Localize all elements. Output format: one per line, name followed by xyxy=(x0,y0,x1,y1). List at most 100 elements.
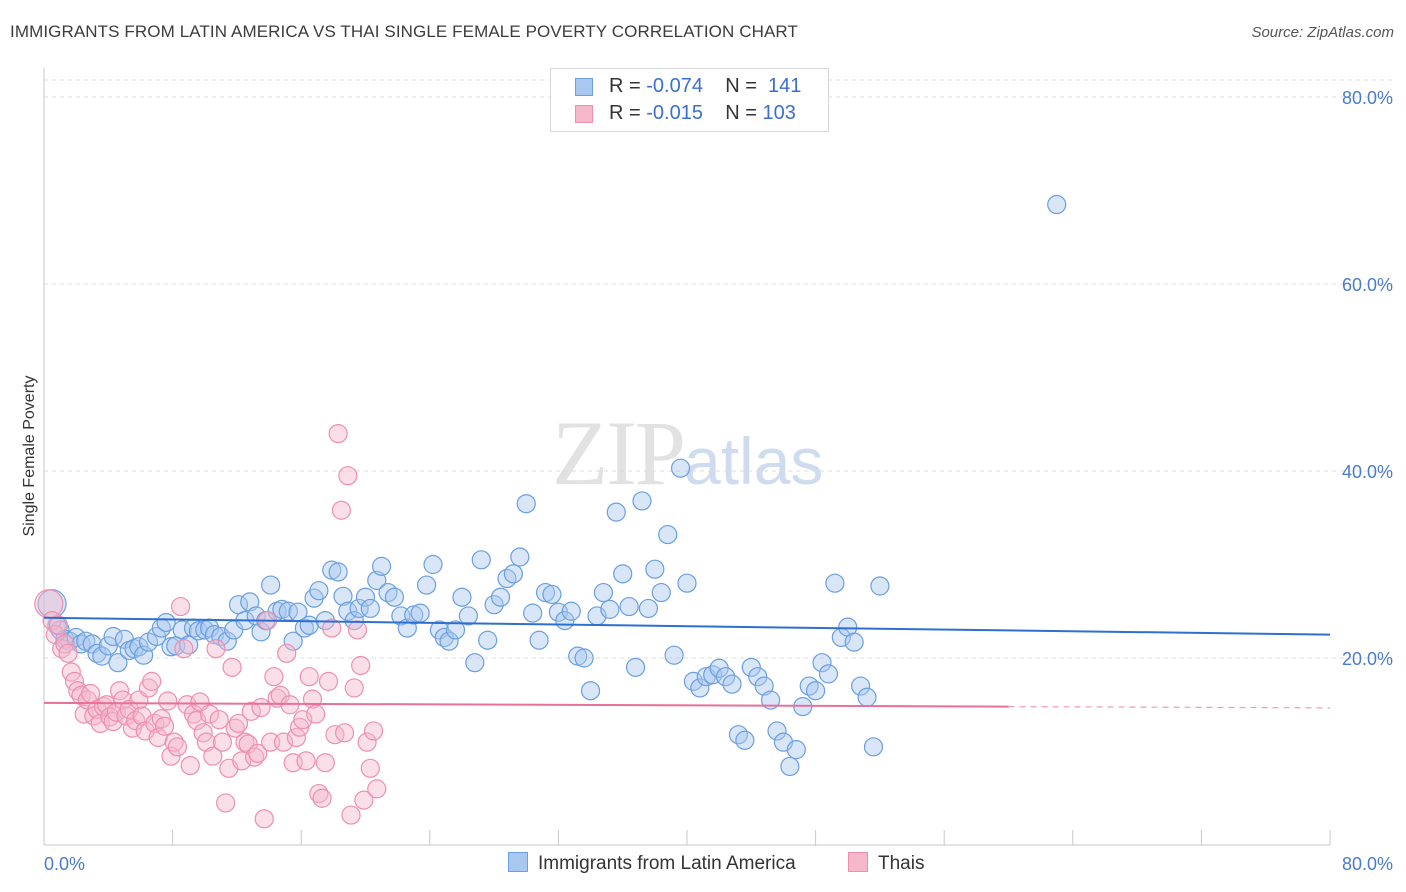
trend-line-immigrants xyxy=(43,616,1331,636)
data-point xyxy=(658,524,678,545)
data-point xyxy=(561,601,581,621)
data-point xyxy=(516,494,536,514)
legend-label-thais: Thais xyxy=(878,853,925,874)
x-tick-label: 80.0% xyxy=(1342,854,1393,874)
data-point xyxy=(664,645,684,665)
y-tick-label: 20.0% xyxy=(1342,649,1393,669)
data-point xyxy=(338,601,358,621)
watermark-atlas: atlas xyxy=(684,424,824,498)
y-tick-label: 80.0% xyxy=(1342,88,1393,108)
data-point xyxy=(248,743,268,763)
data-point xyxy=(299,615,319,635)
data-point xyxy=(490,587,511,607)
data-point xyxy=(760,690,781,710)
data-point xyxy=(465,653,485,673)
data-point xyxy=(484,595,504,615)
legend-r-value: -0.015 xyxy=(646,102,703,124)
series-thais-points xyxy=(34,424,387,829)
trend-lines xyxy=(43,616,1331,709)
legend-r-label: R = xyxy=(609,75,641,97)
data-point xyxy=(335,723,355,743)
data-point xyxy=(471,550,491,570)
data-point xyxy=(384,587,405,607)
data-point xyxy=(344,678,364,698)
trend-line-thais-extension xyxy=(1008,706,1331,709)
data-point xyxy=(322,618,342,638)
data-point xyxy=(863,737,884,757)
data-point xyxy=(154,716,175,736)
data-point xyxy=(272,599,292,619)
data-point xyxy=(805,681,826,701)
data-point xyxy=(439,631,459,651)
data-point xyxy=(333,586,353,606)
data-point xyxy=(754,676,774,696)
bottom-legend-immigrants[interactable]: Immigrants from Latin America xyxy=(508,852,796,875)
data-point xyxy=(217,631,237,651)
data-point xyxy=(264,667,284,687)
data-point xyxy=(347,620,368,640)
data-point xyxy=(113,690,133,710)
legend-swatch-pink xyxy=(848,852,868,872)
data-point xyxy=(767,721,787,741)
data-point xyxy=(478,630,498,650)
data-point xyxy=(74,704,94,724)
data-point xyxy=(306,704,326,724)
data-point xyxy=(98,636,118,656)
data-point xyxy=(542,584,562,605)
data-point xyxy=(870,576,890,596)
data-point xyxy=(251,697,271,718)
data-point xyxy=(677,573,697,593)
data-point xyxy=(503,564,523,584)
data-point xyxy=(341,805,361,825)
data-point xyxy=(312,788,332,808)
data-point xyxy=(606,502,626,522)
data-point xyxy=(458,606,478,626)
data-point xyxy=(371,556,392,576)
data-point xyxy=(251,622,271,642)
watermark-zip: ZIP xyxy=(552,402,686,504)
data-point xyxy=(349,598,369,619)
data-point xyxy=(357,732,377,752)
data-point xyxy=(283,631,303,651)
data-point xyxy=(825,573,845,593)
data-point xyxy=(188,621,208,641)
data-point xyxy=(360,758,380,778)
data-point xyxy=(171,596,191,617)
grid-lines xyxy=(44,79,1393,659)
data-point xyxy=(812,653,832,673)
data-point xyxy=(331,500,351,520)
y-axis-title: Single Female Poverty xyxy=(21,376,38,537)
data-point xyxy=(240,592,260,612)
data-point xyxy=(235,732,255,752)
series-immigrants-points xyxy=(37,194,1067,777)
data-point xyxy=(722,674,742,694)
data-point xyxy=(510,547,530,567)
data-point xyxy=(786,740,806,760)
data-point xyxy=(196,732,216,752)
data-point xyxy=(309,581,329,601)
data-point xyxy=(715,667,736,687)
axis-labels: 20.0% 40.0% 60.0% 80.0% 0.0% 80.0% Single Fema… xyxy=(21,88,1393,874)
y-tick-label: 60.0% xyxy=(1342,275,1393,295)
legend-swatch-blue xyxy=(508,852,528,872)
data-point xyxy=(180,755,200,776)
data-point xyxy=(48,615,69,635)
data-point xyxy=(600,599,620,619)
data-point xyxy=(535,582,556,603)
data-point xyxy=(299,667,319,687)
data-point xyxy=(593,582,614,603)
legend-n-value: 141 xyxy=(768,75,802,97)
data-point xyxy=(142,671,162,691)
data-point xyxy=(367,779,387,799)
legend-r-value: -0.074 xyxy=(646,75,703,97)
correlation-legend: R = -0.074 N = 141 R = -0.015 N = 103 xyxy=(550,68,829,132)
watermark: ZIPatlas xyxy=(552,400,823,506)
chart-title: IMMIGRANTS FROM LATIN AMERICA VS THAI SI… xyxy=(10,22,798,41)
data-point xyxy=(222,657,242,677)
legend-swatch-blue xyxy=(575,78,593,96)
data-point xyxy=(613,564,633,584)
data-point xyxy=(445,620,466,640)
bottom-legend-thais[interactable]: Thais xyxy=(848,852,924,875)
data-point xyxy=(206,639,226,659)
trend-line-thais xyxy=(43,701,1009,708)
